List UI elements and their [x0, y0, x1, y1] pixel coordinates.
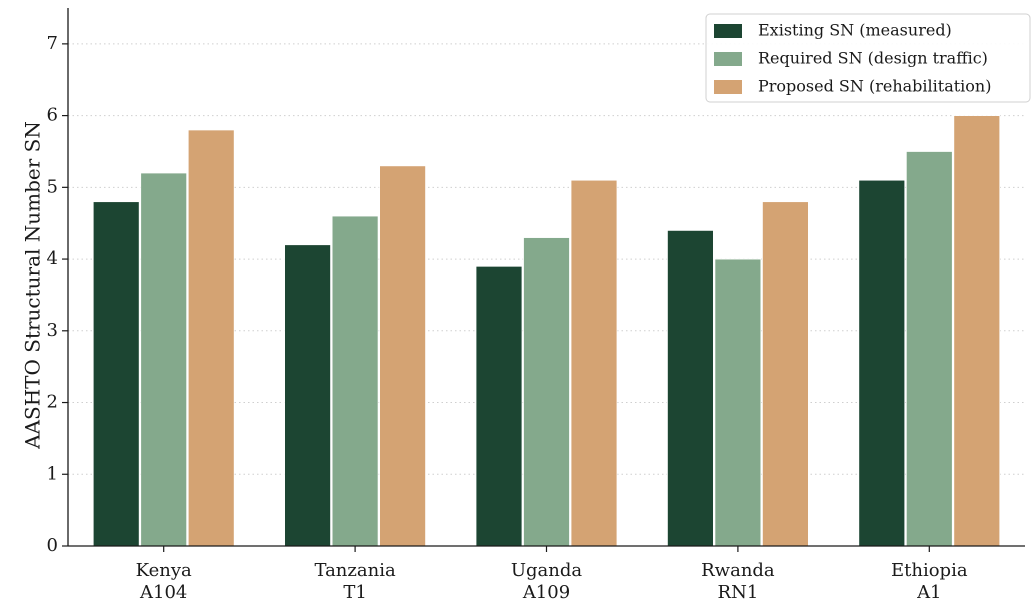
y-tick-label: 7 — [47, 33, 58, 54]
bar — [140, 172, 188, 547]
y-tick-label: 6 — [47, 105, 58, 126]
axes — [62, 8, 1025, 552]
bar — [187, 129, 235, 547]
legend-label: Existing SN (measured) — [758, 21, 952, 40]
bar — [858, 179, 906, 547]
legend-swatch — [714, 52, 742, 66]
bar — [284, 244, 332, 547]
bar — [953, 115, 1001, 547]
y-axis-label: AASHTO Structural Number SN — [21, 121, 45, 450]
bar — [523, 237, 570, 547]
bar — [475, 265, 523, 547]
y-tick-label: 2 — [47, 392, 58, 413]
x-tick-label: Tanzania — [314, 560, 395, 581]
y-tick-labels: 0 1 2 3 4 5 6 7 — [47, 33, 58, 556]
y-tick-label: 3 — [47, 320, 58, 341]
x-tick-label: Uganda — [511, 560, 583, 581]
x-tick-label: Rwanda — [701, 560, 775, 581]
bar — [570, 179, 618, 547]
bar — [331, 215, 379, 547]
bar — [905, 151, 953, 547]
x-tick-label: Kenya — [136, 560, 192, 581]
x-tick-label: Ethiopia — [891, 560, 968, 581]
bar — [92, 201, 140, 547]
legend-label: Proposed SN (rehabilitation) — [758, 77, 991, 96]
y-tick-label: 1 — [47, 463, 58, 484]
bars — [92, 115, 1001, 547]
legend: Existing SN (measured) Required SN (desig… — [705, 13, 1031, 103]
x-tick-label: A104 — [139, 582, 187, 603]
bar — [667, 229, 714, 547]
bar — [762, 201, 809, 547]
y-tick-label: 5 — [47, 176, 58, 197]
legend-swatch — [714, 80, 742, 94]
x-tick-label: T1 — [343, 582, 366, 603]
y-tick-label: 0 — [47, 535, 58, 556]
legend-frame — [705, 13, 1031, 103]
y-tick-label: 4 — [47, 248, 58, 269]
x-tick-label: A109 — [522, 582, 570, 603]
x-tick-label: RN1 — [718, 582, 759, 603]
bar — [714, 258, 762, 547]
x-tick-label: A1 — [916, 582, 941, 603]
legend-swatch — [714, 24, 742, 38]
bar — [379, 165, 427, 547]
legend-label: Required SN (design traffic) — [758, 49, 988, 68]
